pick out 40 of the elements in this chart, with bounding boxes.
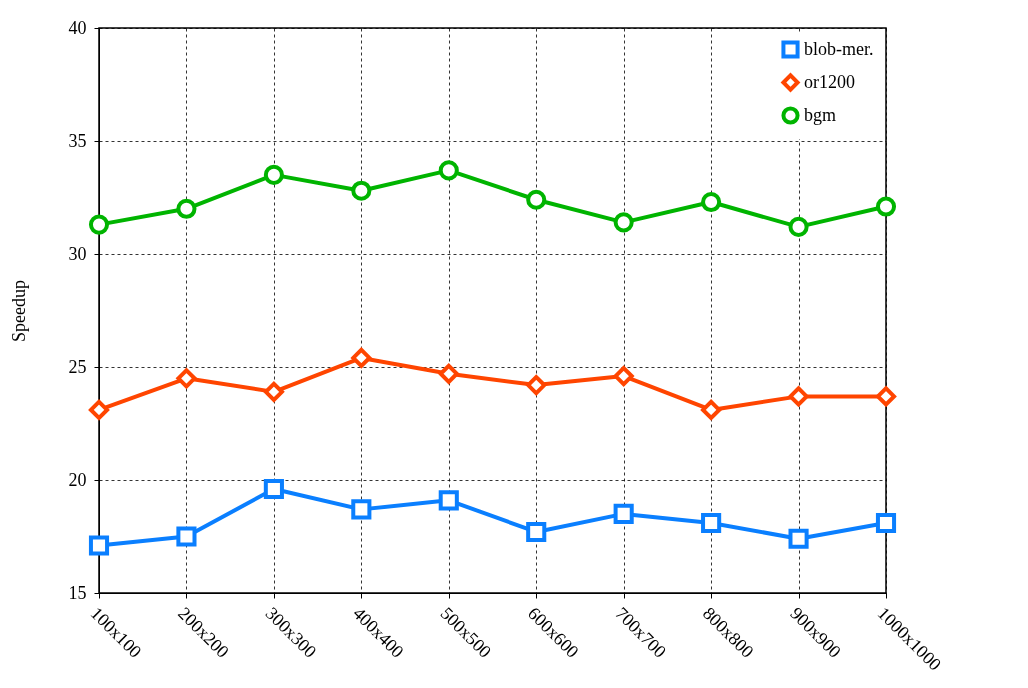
legend-label: or1200 — [804, 71, 855, 92]
point — [875, 512, 897, 533]
y-axis-title: Speedup — [8, 280, 29, 342]
point — [788, 386, 809, 407]
point — [88, 214, 110, 235]
point — [788, 528, 809, 549]
legend-label: bgm — [804, 104, 837, 125]
point — [351, 347, 372, 369]
point — [526, 189, 547, 210]
y-tick-label: 25 — [68, 356, 87, 377]
point — [613, 503, 634, 524]
point — [176, 198, 197, 219]
point — [438, 363, 459, 384]
point — [788, 216, 809, 237]
point — [88, 535, 110, 556]
point — [701, 399, 722, 420]
point — [701, 512, 722, 533]
point — [875, 386, 897, 407]
y-tick-label: 20 — [68, 469, 87, 490]
point — [88, 399, 110, 420]
point — [176, 368, 197, 389]
point — [263, 164, 284, 185]
y-tick-label: 35 — [68, 130, 87, 151]
y-tick-label: 30 — [68, 243, 87, 264]
point — [613, 365, 634, 387]
point — [438, 490, 459, 511]
point — [263, 381, 284, 402]
point — [351, 499, 372, 520]
legend-label: blob-mer. — [804, 38, 874, 59]
point — [263, 478, 284, 500]
point — [176, 526, 197, 547]
y-tick-label: 15 — [68, 582, 87, 603]
point — [701, 191, 722, 213]
point — [526, 375, 547, 396]
point — [875, 196, 897, 217]
point — [351, 180, 372, 201]
point — [438, 160, 459, 181]
point — [613, 212, 634, 233]
y-tick-label: 40 — [68, 17, 87, 38]
point — [526, 521, 547, 543]
